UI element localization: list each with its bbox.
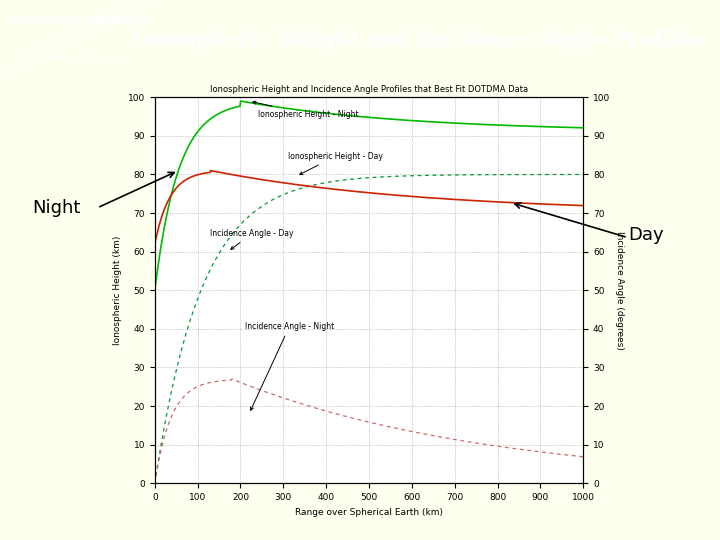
Text: Day: Day	[629, 226, 664, 244]
Text: Information Technology: Information Technology	[40, 55, 129, 63]
Text: Incidence Angle - Night: Incidence Angle - Night	[245, 322, 334, 410]
Y-axis label: Incidence Angle (degrees): Incidence Angle (degrees)	[615, 231, 624, 350]
PathPatch shape	[0, 0, 158, 80]
Title: Ionospheric Height and Incidence Angle Profiles that Best Fit DOTDMA Data: Ionospheric Height and Incidence Angle P…	[210, 85, 528, 93]
Text: NORTHROP GRUMMAN: NORTHROP GRUMMAN	[11, 16, 150, 26]
Text: Incidence Angle - Day: Incidence Angle - Day	[210, 229, 294, 249]
X-axis label: Range over Spherical Earth (km): Range over Spherical Earth (km)	[295, 508, 443, 517]
Text: Ionospheric Height and Incidence Angle Profiles: Ionospheric Height and Incidence Angle P…	[131, 30, 704, 50]
Y-axis label: Ionospheric Height (km): Ionospheric Height (km)	[113, 235, 122, 345]
Text: Night: Night	[32, 199, 81, 217]
Text: Ionospheric Height - Night: Ionospheric Height - Night	[253, 101, 359, 118]
Text: Ionospheric Height - Day: Ionospheric Height - Day	[287, 152, 382, 174]
